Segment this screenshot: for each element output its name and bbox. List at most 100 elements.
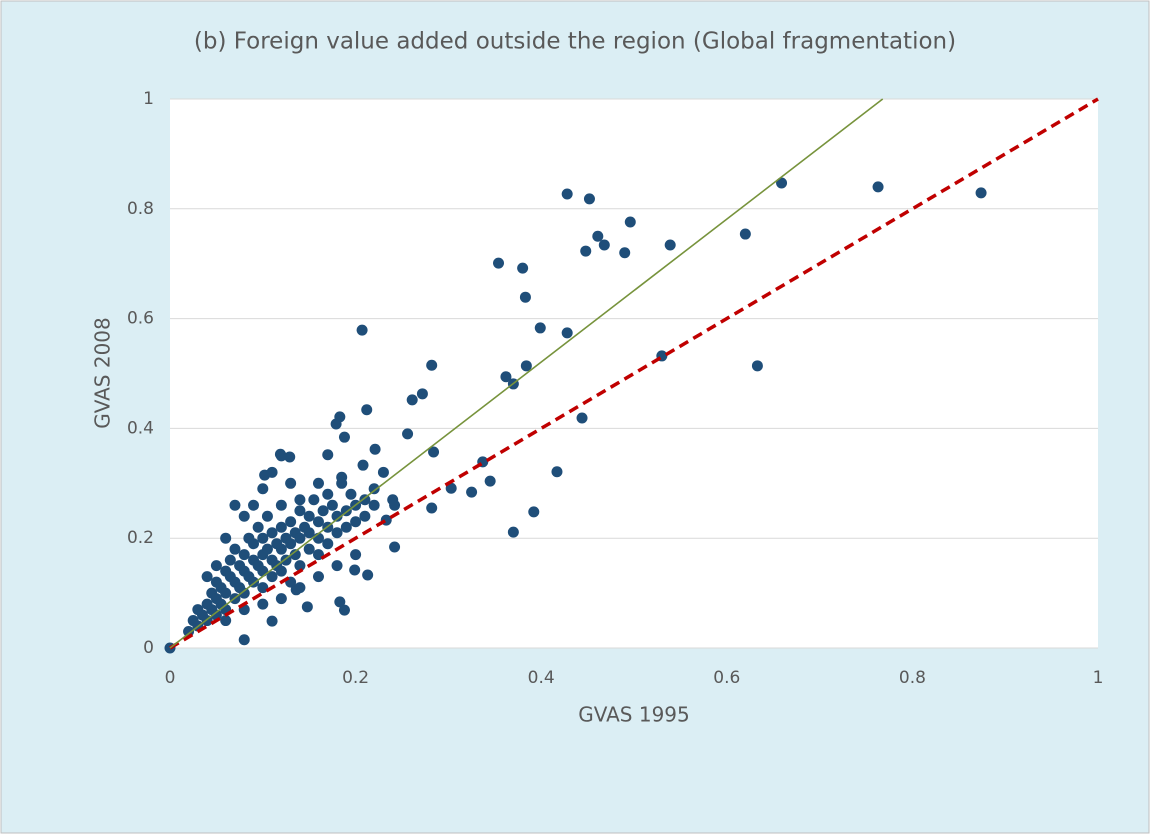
point [484,475,496,487]
point [598,239,610,251]
point [334,596,346,608]
point [248,499,260,511]
point [361,404,373,416]
point [528,506,540,518]
point [275,521,287,533]
x-tick-label: 0.2 [342,668,369,688]
point [275,543,287,555]
point [357,459,369,471]
point [294,582,306,594]
point [229,499,241,511]
point [500,371,512,383]
point [389,541,401,553]
point [322,449,334,461]
point [238,510,250,522]
point [340,521,352,533]
point [368,499,380,511]
point [445,482,457,494]
point [356,324,368,336]
point [266,466,278,478]
point [776,177,788,189]
point [426,502,438,514]
point [377,466,389,478]
point [261,510,273,522]
point [248,538,260,550]
point [416,388,428,400]
point [257,598,269,610]
point [285,516,297,528]
point [266,615,278,627]
point [428,446,440,458]
reference-line [169,98,884,649]
point [201,571,213,583]
x-tick-label: 0 [165,668,176,688]
point [284,451,296,463]
x-axis-label: GVAS 1995 [578,703,690,727]
point [664,239,676,251]
y-axis-label: GVAS 2008 [91,317,115,429]
point [322,488,334,500]
point [294,560,306,572]
point [210,560,222,572]
point [301,601,313,613]
point [369,443,381,455]
point [266,571,278,583]
point [294,505,306,517]
y-tick-label: 1 [143,89,154,109]
point [257,483,269,495]
point [308,494,320,506]
point [426,359,438,371]
point [520,360,532,372]
point [751,360,763,372]
point [406,394,418,406]
point [576,412,588,424]
point [975,187,987,199]
point [289,549,301,561]
point [561,327,573,339]
x-tick-label: 0.6 [713,668,740,688]
point [331,510,343,522]
point [220,615,232,627]
point [285,477,297,489]
point [220,587,232,599]
point [238,549,250,561]
point [350,516,362,528]
y-tick-label: 0.4 [127,418,154,438]
point [312,516,324,528]
point [368,483,380,495]
point [331,560,343,572]
point [294,494,306,506]
y-tick-label: 0.6 [127,309,154,329]
point [551,466,563,478]
point [466,486,478,498]
point [238,587,250,599]
point [359,510,371,522]
point [224,554,236,566]
point [739,228,751,240]
point [402,428,414,440]
point [303,510,315,522]
y-tick-label: 0.8 [127,199,154,219]
point [275,593,287,605]
point [275,565,287,577]
y-tick-label: 0.2 [127,528,154,548]
point [624,216,636,228]
point [257,582,269,594]
point [338,604,350,616]
point [619,247,631,259]
point [359,494,371,506]
point [312,477,324,489]
point [275,450,287,462]
point [257,565,269,577]
point [275,499,287,511]
x-tick-label: 0.8 [899,668,926,688]
x-tick-label: 1 [1093,668,1104,688]
point [220,532,232,544]
point [561,188,573,200]
point [592,230,604,242]
reference-line [169,97,1099,650]
chart-title: (b) Foreign value added outside the regi… [194,29,956,55]
point [336,477,348,489]
point [303,527,315,539]
